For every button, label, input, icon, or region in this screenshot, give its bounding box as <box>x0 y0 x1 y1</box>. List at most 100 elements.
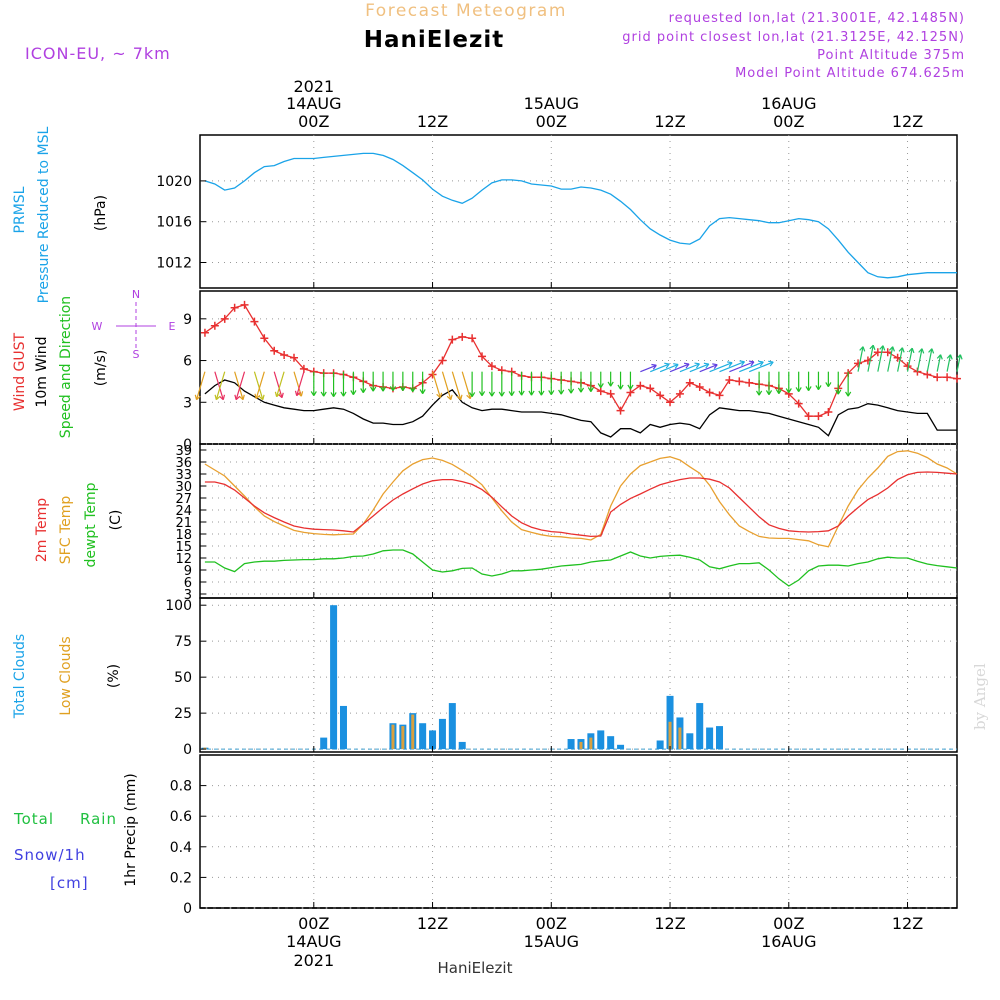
gust-marker <box>854 359 863 368</box>
model-label: ICON-EU, ~ 7km <box>25 44 171 63</box>
wind-arrowhead <box>478 391 486 396</box>
wind-arrowhead <box>684 362 690 369</box>
wind-arrowhead <box>739 360 745 367</box>
total-cloud-bar <box>656 740 664 750</box>
clouds-ylabel-low: Low Clouds <box>58 636 74 715</box>
wind-arrowhead <box>785 388 792 393</box>
pressure-ylabel-2: Pressure Reduced to MSL <box>36 126 52 303</box>
wind-arrow <box>273 371 283 398</box>
wind-speed-line <box>204 379 957 438</box>
bottom-hour-label: 00Z <box>773 914 804 933</box>
wind-arrow <box>906 348 913 372</box>
total-cloud-bar <box>320 737 328 750</box>
location-title: HaniElezit <box>364 27 505 53</box>
compass-n: N <box>132 288 140 301</box>
gust-marker <box>616 406 625 415</box>
clouds-ytick-label: 25 <box>174 706 192 722</box>
wind-arrow <box>431 371 441 398</box>
bottom-hour-label: 12Z <box>892 914 923 933</box>
total-cloud-bar <box>716 726 724 750</box>
wind-arrow <box>679 363 700 373</box>
gust-marker <box>953 374 961 383</box>
total-cloud-bar <box>419 723 427 750</box>
precip-ylabel: 1hr Precip (mm) <box>123 773 139 886</box>
gust-marker <box>606 389 615 398</box>
wind-arrow <box>276 371 285 397</box>
total-cloud-bar <box>438 718 446 750</box>
pressure-ytick-label: 1020 <box>156 174 192 190</box>
wind-arrowhead <box>234 394 241 401</box>
wind-arrow <box>709 362 733 373</box>
gust-marker <box>695 382 704 391</box>
wind-arrow <box>729 361 755 373</box>
wind-arrowhead <box>765 390 773 395</box>
wind-arrow <box>926 348 933 372</box>
temperature-ytick-label: 12 <box>175 552 192 567</box>
gust-marker <box>260 334 269 343</box>
wind-arrow <box>650 363 670 373</box>
wind-arrowhead <box>214 394 221 401</box>
wind-arrowhead <box>664 362 670 369</box>
wind-arrowhead <box>577 387 585 393</box>
wind-arrowhead <box>888 346 895 352</box>
wind-arrowhead <box>898 347 905 353</box>
wind-arrowhead <box>758 360 764 367</box>
wind-arrowhead <box>538 390 545 396</box>
wind-arrowhead <box>360 388 367 393</box>
gust-marker <box>804 412 813 421</box>
wind-arrowhead <box>558 389 565 395</box>
precip-ytick-label: 0 <box>183 901 192 917</box>
wind-arrow <box>255 371 265 399</box>
gust-marker <box>200 328 209 337</box>
wind-arrow <box>867 345 874 372</box>
gust-marker <box>675 389 684 398</box>
wind-arrowhead <box>379 386 387 392</box>
total-cloud-bar <box>686 733 694 750</box>
temp-ylabel-sfc: SFC Temp <box>58 496 74 565</box>
bottom-year-label: 2021 <box>293 951 334 970</box>
wind-arrow <box>296 371 305 396</box>
gust-marker <box>725 376 734 385</box>
gust-marker <box>240 300 249 309</box>
gridpoint-coords: grid point closest lon,lat (21.3125E, 42… <box>622 30 965 45</box>
wind-arrow <box>451 371 462 400</box>
total-cloud-bar <box>330 605 338 750</box>
top-hour-label: 00Z <box>298 112 329 131</box>
wind-arrowhead <box>727 361 733 368</box>
wind-arrowhead <box>703 362 710 369</box>
wind-ylabel-10m: 10m Wind <box>34 336 50 407</box>
top-hour-label: 12Z <box>892 112 923 131</box>
temperature-ytick-label: 6 <box>184 576 192 591</box>
temperature-ytick-label: 21 <box>175 516 192 531</box>
wind-arrow <box>235 371 246 400</box>
gust-marker <box>705 388 714 397</box>
precip-label-rain: Rain <box>80 810 117 828</box>
wind-arrow <box>699 364 718 373</box>
clouds-panel <box>199 597 958 753</box>
product-title: Forecast Meteogram <box>365 1 567 21</box>
wind-arrowhead <box>918 348 925 354</box>
gust-marker <box>883 348 892 357</box>
wind-arrowhead <box>768 360 774 367</box>
low-cloud-bar <box>391 724 395 750</box>
temperature-ytick-label: 24 <box>175 504 192 519</box>
wind-arrowhead <box>755 390 763 396</box>
wind-arrowhead <box>297 391 304 397</box>
total-cloud-bar <box>429 730 437 750</box>
wind-ytick-label: 9 <box>183 312 192 328</box>
gust-marker <box>933 373 942 382</box>
temperature-ytick-label: 9 <box>184 564 192 579</box>
wind-arrow <box>689 363 710 373</box>
footer-location: HaniElezit <box>438 959 513 977</box>
total-cloud-bar <box>339 705 347 750</box>
clouds-ylabel-total: Total Clouds <box>12 634 28 719</box>
gust-marker <box>636 381 645 390</box>
gust-marker <box>685 378 694 387</box>
wind-arrow <box>946 354 952 372</box>
total-cloud-bar <box>597 730 605 750</box>
wind-arrowhead <box>310 391 317 396</box>
wind-arrow <box>936 354 942 372</box>
gust-marker <box>478 352 487 361</box>
precip-ytick-label: 0.6 <box>170 809 192 825</box>
temperature-ytick-label: 27 <box>175 492 192 507</box>
